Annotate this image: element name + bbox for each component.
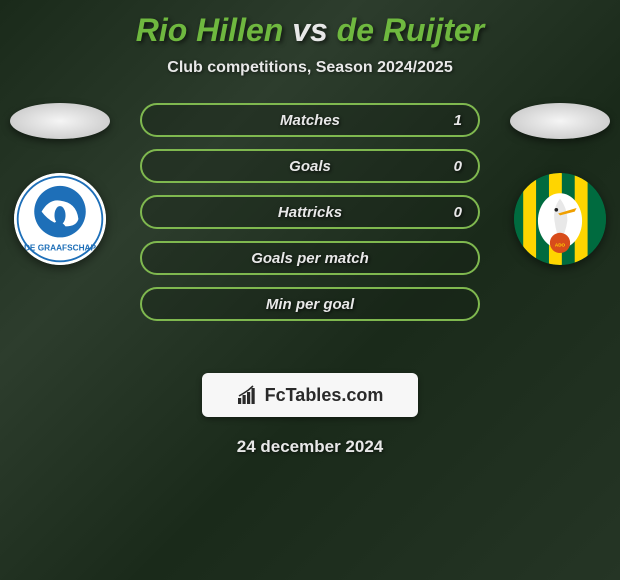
comparison-layout: DE GRAAFSCHAP ADO [0, 103, 620, 353]
svg-text:DE GRAAFSCHAP: DE GRAAFSCHAP [24, 243, 97, 252]
club-badge-right: ADO [514, 173, 606, 265]
stat-right-value: 0 [454, 204, 462, 221]
de-graafschap-badge-icon: DE GRAAFSCHAP [14, 173, 106, 265]
ado-den-haag-badge-icon: ADO [514, 173, 606, 265]
player2-photo-placeholder [510, 103, 610, 139]
svg-text:ADO: ADO [555, 243, 566, 248]
stat-right-value: 1 [454, 112, 462, 129]
left-side: DE GRAAFSCHAP [0, 103, 120, 265]
stat-label: Goals [289, 158, 331, 175]
stat-right-value: 0 [454, 158, 462, 175]
page-title: Rio Hillen vs de Ruijter [0, 0, 620, 49]
stat-row-goals-per-match: Goals per match [140, 241, 480, 275]
stat-row-matches: Matches 1 [140, 103, 480, 137]
date-text: 24 december 2024 [0, 437, 620, 457]
chart-icon [237, 385, 259, 405]
title-player1: Rio Hillen [136, 12, 284, 48]
stat-row-hattricks: Hattricks 0 [140, 195, 480, 229]
stat-label: Matches [280, 112, 340, 129]
subtitle: Club competitions, Season 2024/2025 [0, 59, 620, 77]
stat-label: Hattricks [278, 204, 342, 221]
stat-row-min-per-goal: Min per goal [140, 287, 480, 321]
stats-column: Matches 1 Goals 0 Hattricks 0 Goals per … [140, 103, 480, 321]
club-badge-left: DE GRAAFSCHAP [14, 173, 106, 265]
right-side: ADO [500, 103, 620, 265]
branding-badge[interactable]: FcTables.com [202, 373, 418, 417]
title-player2: de Ruijter [337, 12, 485, 48]
stat-row-goals: Goals 0 [140, 149, 480, 183]
branding-text: FcTables.com [265, 385, 384, 406]
stat-label: Goals per match [251, 250, 369, 267]
player1-photo-placeholder [10, 103, 110, 139]
title-vs: vs [292, 12, 328, 48]
stat-label: Min per goal [266, 296, 354, 313]
